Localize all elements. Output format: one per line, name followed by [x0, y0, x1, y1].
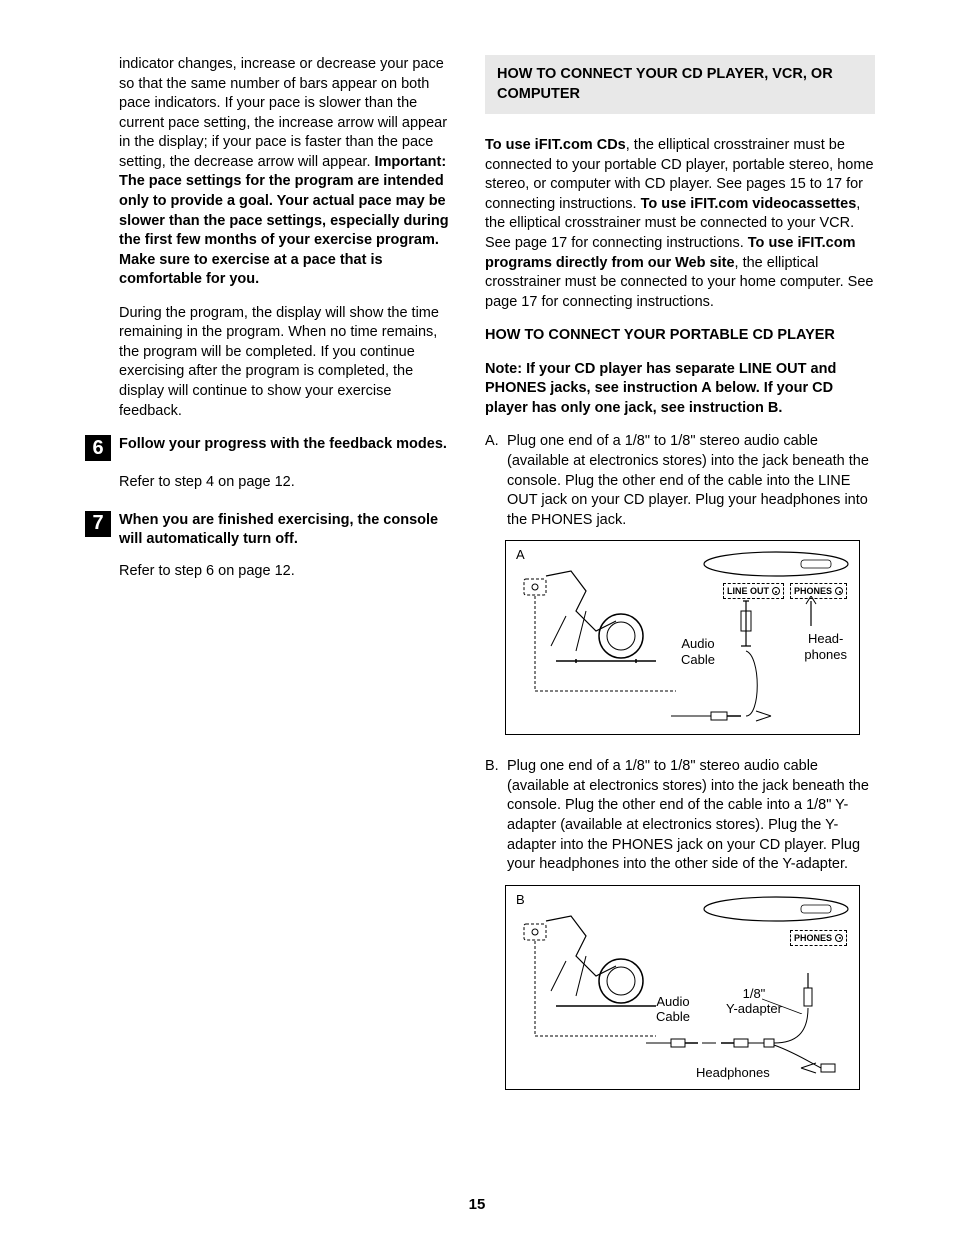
- step-7-title: When you are finished exercising, the co…: [119, 511, 455, 550]
- headphones-label-a: Head- phones: [804, 631, 847, 662]
- step-6-number: 6: [85, 435, 111, 461]
- cd-player-icon-b: [701, 894, 851, 924]
- diagram-b: B PHONES: [505, 885, 860, 1090]
- portable-cd-heading: HOW TO CONNECT YOUR PORTABLE CD PLAYER: [485, 326, 875, 346]
- instruction-a: A. Plug one end of a 1/8" to 1/8" stereo…: [485, 432, 875, 530]
- label-line-icon: [762, 994, 812, 1014]
- instruction-b: B. Plug one end of a 1/8" to 1/8" stereo…: [485, 757, 875, 874]
- page-columns: indicator changes, increase or decrease …: [85, 55, 879, 1112]
- step-6-row: 6 Follow your progress with the feedback…: [85, 435, 455, 461]
- step-6-title: Follow your progress with the feedback m…: [119, 435, 447, 455]
- diagram-a: A LINE OUT PHONES: [505, 540, 860, 735]
- instr-b-text: Plug one end of a 1/8" to 1/8" stereo au…: [507, 757, 875, 874]
- para-pace-b: Important: The pace settings for the pro…: [119, 154, 449, 287]
- instr-a-text: Plug one end of a 1/8" to 1/8" stereo au…: [507, 432, 875, 530]
- cd-note: Note: If your CD player has separate LIN…: [485, 360, 875, 419]
- intro-c: To use iFIT.com videocassettes: [641, 196, 857, 212]
- instr-b-letter: B.: [485, 757, 507, 874]
- grey-heading: HOW TO CONNECT YOUR CD PLAYER, VCR, OR C…: [485, 55, 875, 114]
- left-column: indicator changes, increase or decrease …: [85, 55, 455, 1112]
- audio-cable-label-b: Audio Cable: [656, 994, 690, 1025]
- para-pace-a: indicator changes, increase or decrease …: [119, 56, 447, 170]
- cd-player-icon: [701, 549, 851, 579]
- instr-a-letter: A.: [485, 432, 507, 530]
- audio-cable-label-a: Audio Cable: [681, 636, 715, 667]
- para-pace: indicator changes, increase or decrease …: [119, 55, 455, 290]
- step-7-body: Refer to step 6 on page 12.: [119, 562, 455, 582]
- step-6-body: Refer to step 4 on page 12.: [119, 473, 455, 493]
- headphones-label-b: Headphones: [696, 1065, 770, 1081]
- para-program: During the program, the display will sho…: [119, 304, 455, 421]
- intro-para: To use iFIT.com CDs, the elliptical cros…: [485, 136, 875, 312]
- intro-a: To use iFIT.com CDs: [485, 137, 626, 153]
- page-number: 15: [0, 1195, 954, 1215]
- step-7-row: 7 When you are finished exercising, the …: [85, 511, 455, 550]
- right-column: HOW TO CONNECT YOUR CD PLAYER, VCR, OR C…: [485, 55, 875, 1112]
- elliptical-icon: [516, 561, 686, 701]
- step-7-number: 7: [85, 511, 111, 537]
